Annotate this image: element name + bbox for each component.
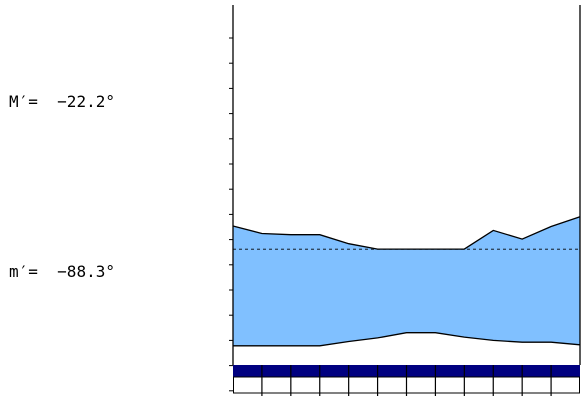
bottom-strip-layer: [233, 365, 580, 396]
band-layer: [232, 216, 581, 347]
lower-series-line: [233, 332, 581, 347]
upper-series-line: [232, 216, 581, 250]
max-readout: M′= −22.2°: [9, 92, 115, 111]
min-readout: m′= −88.3°: [9, 262, 115, 281]
min-readout-label: m′=: [9, 262, 38, 281]
axes-layer: [229, 5, 581, 392]
max-readout-value: −22.2°: [57, 92, 115, 111]
max-readout-label: M′=: [9, 92, 38, 111]
min-readout-value: −88.3°: [57, 262, 115, 281]
